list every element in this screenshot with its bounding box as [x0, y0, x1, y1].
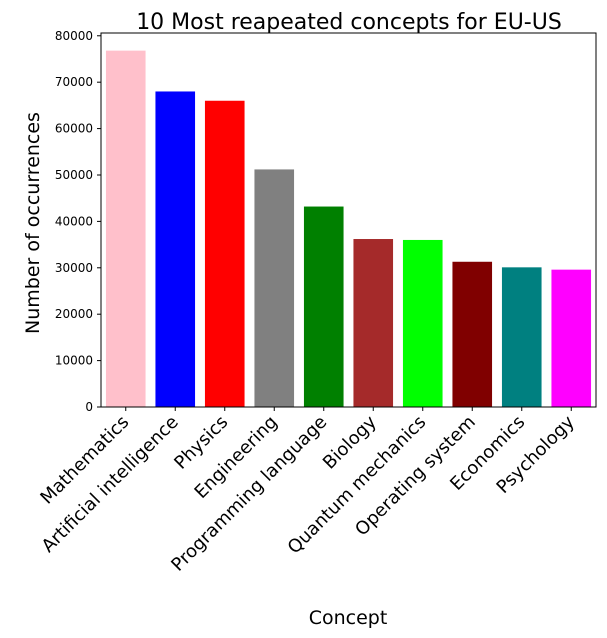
chart-title: 10 Most reapeated concepts for EU-US — [136, 10, 562, 35]
bar-engineering — [254, 169, 295, 407]
plot-frame — [100, 32, 597, 408]
bar-operating-system — [452, 261, 493, 407]
bar-psychology — [551, 269, 592, 407]
bar-artificial-intelligence — [155, 91, 196, 407]
y-tick-label: 40000 — [55, 214, 93, 228]
y-tick-label: 70000 — [55, 75, 93, 89]
bar-programming-language — [303, 206, 344, 407]
y-tick-label: 10000 — [55, 354, 93, 368]
bar-quantum-mechanics — [402, 239, 443, 407]
bar-economics — [501, 267, 542, 407]
y-tick-label: 80000 — [55, 29, 93, 43]
y-tick-label: 30000 — [55, 261, 93, 275]
y-tick-label: 20000 — [55, 307, 93, 321]
y-axis: 0 10000 20000 30000 40000 50000 60000 70000 8000… — [55, 29, 101, 414]
y-tick-label: 50000 — [55, 168, 93, 182]
bars-group — [105, 50, 592, 407]
y-axis-label: Number of occurrences — [22, 112, 44, 334]
bar-biology — [353, 239, 394, 407]
y-tick-label: 0 — [85, 400, 93, 414]
x-axis-label: Concept — [309, 607, 388, 629]
bar-physics — [204, 100, 245, 407]
y-tick-label: 60000 — [55, 122, 93, 136]
bar-mathematics — [105, 50, 146, 407]
